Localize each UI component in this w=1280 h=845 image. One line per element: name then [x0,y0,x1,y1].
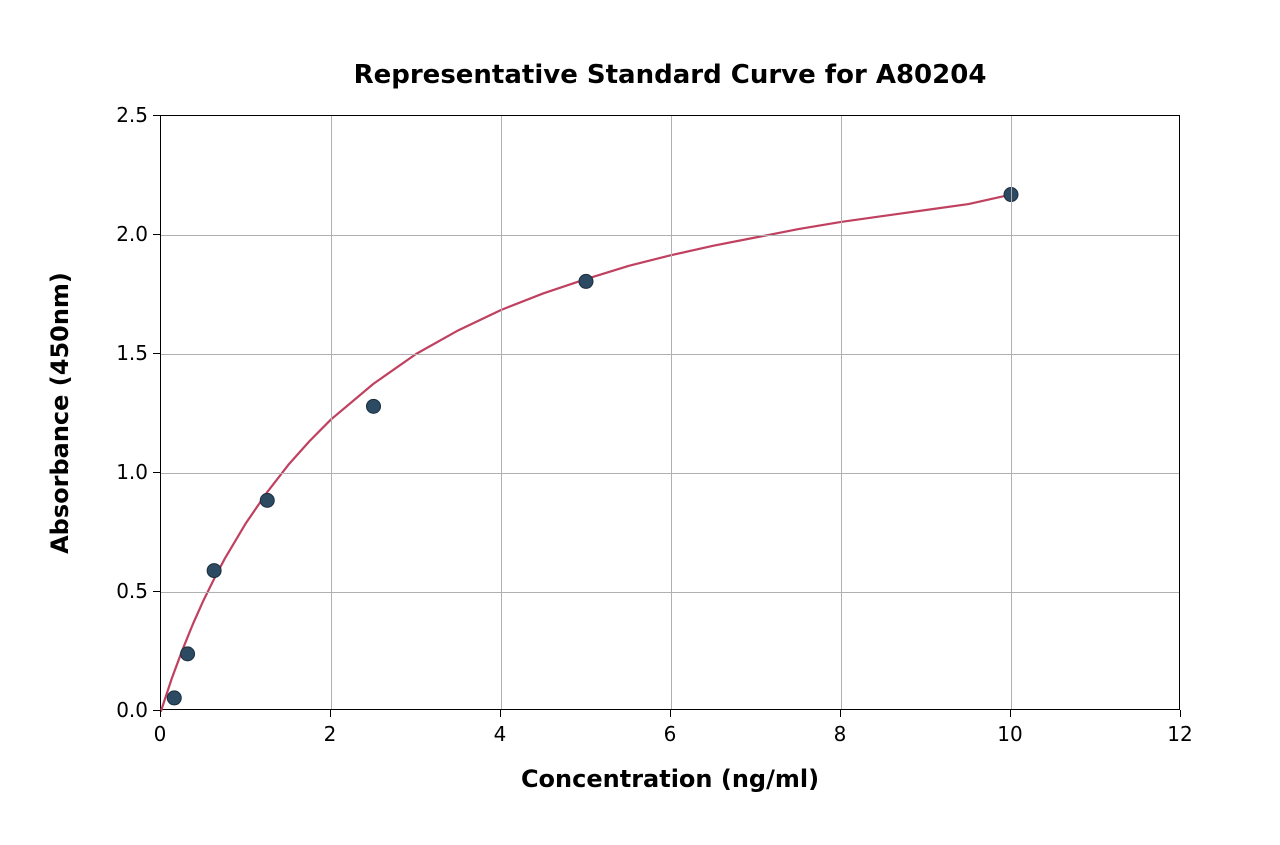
gridline-vertical [331,116,332,709]
x-tick-label: 12 [1167,722,1192,746]
x-axis-title: Concentration (ng/ml) [160,765,1180,793]
plot-area [160,115,1180,710]
gridline-vertical [1011,116,1012,709]
y-tick-label: 1.0 [110,460,148,484]
x-tick-mark [1010,710,1012,717]
x-tick-label: 4 [494,722,507,746]
y-tick-mark [153,115,160,117]
gridline-vertical [671,116,672,709]
fit-curve-line [161,195,1011,711]
y-tick-mark [153,710,160,712]
data-point [207,564,221,578]
x-tick-mark [840,710,842,717]
data-point [367,399,381,413]
y-tick-label: 0.0 [110,698,148,722]
y-tick-mark [153,591,160,593]
x-tick-label: 2 [324,722,337,746]
y-tick-label: 1.5 [110,341,148,365]
y-tick-label: 2.0 [110,222,148,246]
x-tick-label: 8 [834,722,847,746]
y-tick-mark [153,234,160,236]
y-tick-label: 0.5 [110,579,148,603]
data-point [181,647,195,661]
gridline-horizontal [161,235,1179,236]
gridline-vertical [501,116,502,709]
gridline-horizontal [161,354,1179,355]
x-tick-mark [160,710,162,717]
y-tick-mark [153,472,160,474]
data-point [579,274,593,288]
x-tick-mark [500,710,502,717]
x-tick-label: 6 [664,722,677,746]
chart-figure: Representative Standard Curve for A80204… [0,0,1280,845]
gridline-vertical [841,116,842,709]
x-tick-mark [330,710,332,717]
data-point [167,691,181,705]
x-tick-mark [670,710,672,717]
chart-title: Representative Standard Curve for A80204 [354,60,987,90]
y-axis-title: Absorbance (450nm) [46,272,74,554]
gridline-horizontal [161,592,1179,593]
data-point [260,493,274,507]
x-tick-label: 0 [154,722,167,746]
x-tick-label: 10 [997,722,1022,746]
y-tick-mark [153,353,160,355]
gridline-horizontal [161,473,1179,474]
y-tick-label: 2.5 [110,103,148,127]
x-tick-mark [1180,710,1182,717]
